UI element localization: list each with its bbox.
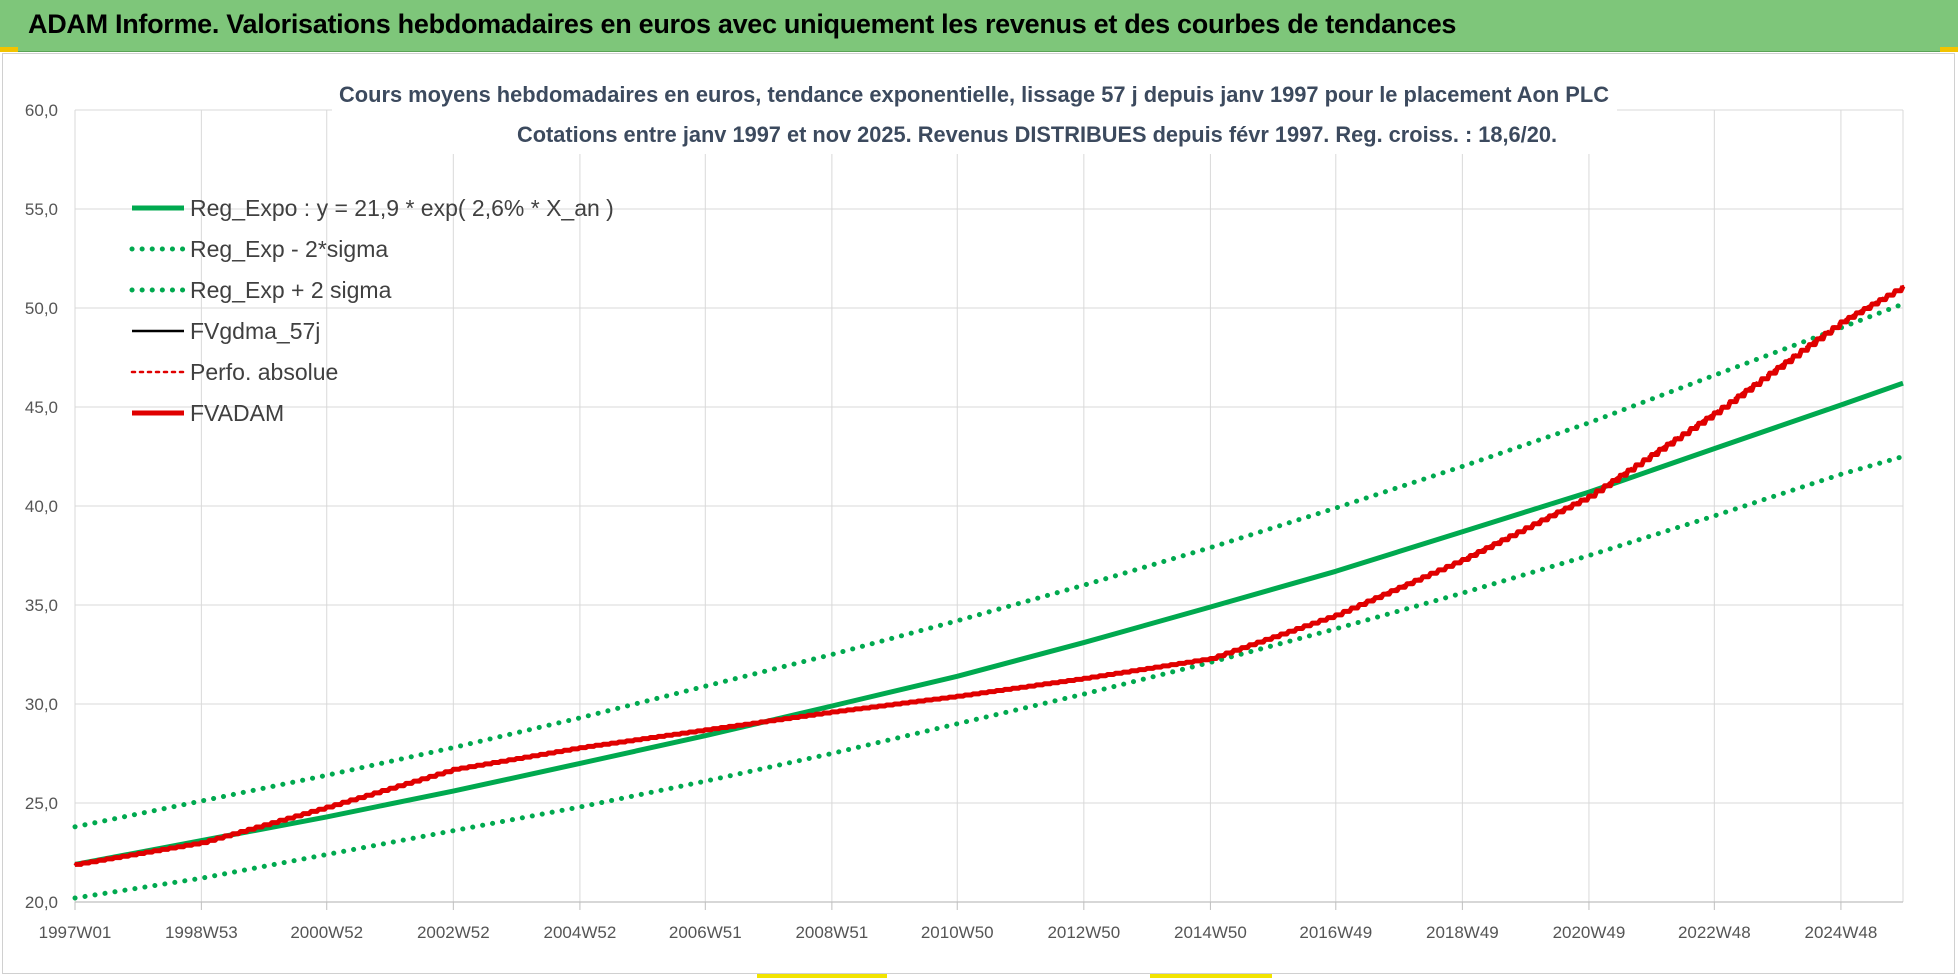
y-tick-label: 30,0 (25, 695, 58, 714)
series-line-1 (74, 380, 1904, 867)
x-tick-label: 2006W51 (669, 923, 742, 942)
series-layer (72, 284, 1906, 901)
y-tick-label: 60,0 (25, 101, 58, 120)
y-tick-label: 35,0 (25, 596, 58, 615)
x-tick-label: 2002W52 (417, 923, 490, 942)
x-tick-label: 1998W53 (165, 923, 238, 942)
y-tick-label: 40,0 (25, 497, 58, 516)
x-tick-label: 2016W49 (1299, 923, 1372, 942)
title-backdrop (332, 74, 1617, 154)
x-tick-label: 2008W51 (795, 923, 868, 942)
report-title: ADAM Informe. Valorisations hebdomadaire… (28, 9, 1457, 39)
corner-marker-right (1940, 47, 1958, 52)
corner-marker-left (0, 47, 18, 52)
x-tick-label: 2014W50 (1174, 923, 1247, 942)
x-tick-label: 2000W52 (290, 923, 363, 942)
chart-legend: Reg_Expo : y = 21,9 * exp( 2,6% * X_an )… (129, 195, 614, 426)
report-banner: ADAM Informe. Valorisations hebdomadaire… (0, 0, 1958, 52)
y-tick-label: 50,0 (25, 299, 58, 318)
legend-label-4: FVgdma_57j (190, 318, 320, 344)
x-tick-label: 2004W52 (544, 923, 617, 942)
series-line-3 (72, 301, 1906, 830)
x-tick-label: 1997W01 (39, 923, 112, 942)
chart-title: Cours moyens hebdomadaires en euros, ten… (339, 82, 1609, 107)
y-tick-label: 20,0 (25, 893, 58, 912)
x-tick-label: 2018W49 (1426, 923, 1499, 942)
x-tick-label: 2012W50 (1047, 923, 1120, 942)
chart-frame (2, 53, 1955, 974)
legend-label-5: Perfo. absolue (190, 359, 338, 385)
series-line-4 (75, 285, 1905, 866)
series-line-2 (72, 454, 1906, 901)
legend-label-2: Reg_Exp - 2*sigma (190, 236, 388, 262)
x-tick-label: 2024W48 (1805, 923, 1878, 942)
series-line-5 (73, 284, 1905, 866)
y-tick-label: 45,0 (25, 398, 58, 417)
legend-label-3: Reg_Exp + 2 sigma (190, 277, 392, 303)
x-axis: 1997W01 1998W53 2000W52 2002W52 2004W52 2006W… (39, 923, 1878, 942)
legend-label-6: FVADAM (190, 400, 284, 426)
x-tick-label: 2020W49 (1553, 923, 1626, 942)
y-axis: 20,0 25,0 30,0 35,0 40,0 45,0 50,0 55,0 60,0 (25, 101, 58, 912)
x-tick-label: 2010W50 (921, 923, 994, 942)
chart-grid (74, 109, 1904, 910)
y-tick-label: 55,0 (25, 200, 58, 219)
bottom-marker-2 (1150, 974, 1272, 978)
series-line-6 (75, 285, 1906, 867)
x-tick-label: 2022W48 (1678, 923, 1751, 942)
y-tick-label: 25,0 (25, 794, 58, 813)
chart-subtitle: Cotations entre janv 1997 et nov 2025. R… (517, 122, 1557, 147)
bottom-marker-1 (757, 974, 887, 978)
legend-label-1: Reg_Expo : y = 21,9 * exp( 2,6% * X_an ) (190, 195, 614, 221)
